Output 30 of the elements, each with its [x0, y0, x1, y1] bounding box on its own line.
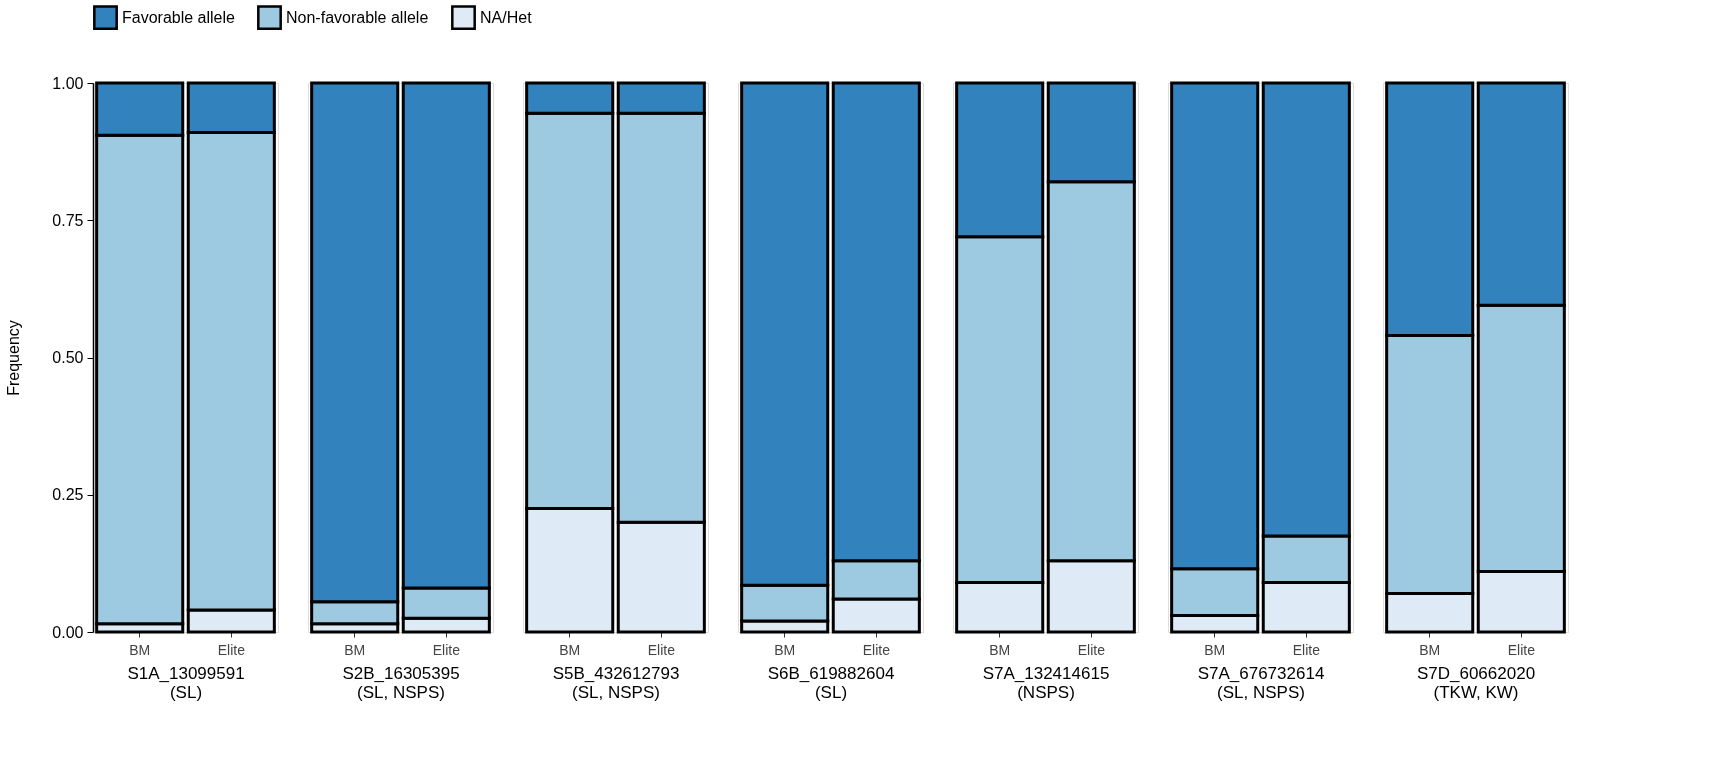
y-axis-title: Frequency [5, 320, 23, 396]
x-tick-label: BM [129, 641, 151, 658]
x-axis-title: S7D_60662020 (TKW, KW) [1416, 663, 1536, 702]
x-tick-label: Elite [1077, 641, 1106, 658]
x-axis-title: S5B_432612793 (SL, NSPS) [552, 663, 680, 702]
x-tick-label: Elite [1292, 641, 1321, 658]
x-tick-label: BM [989, 641, 1011, 658]
legend-label: Non-favorable allele [286, 8, 429, 26]
legend-label: NA/Het [480, 8, 533, 26]
x-tick-label: BM [1204, 641, 1226, 658]
x-tick-label: Elite [647, 641, 676, 658]
y-tick-label: 1.00 [52, 74, 84, 92]
x-axis-title: S2B_16305395 (SL, NSPS) [342, 663, 460, 702]
x-axis-title: S1A_13099591 (SL) [127, 663, 245, 702]
x-tick-label: Elite [1507, 641, 1536, 658]
x-axis-title: S7A_676732614 (SL, NSPS) [1197, 663, 1325, 702]
x-tick-label: Elite [217, 641, 246, 658]
y-tick-label: 0.50 [52, 349, 84, 366]
x-tick-label: BM [344, 641, 366, 658]
x-tick-label: Elite [432, 641, 461, 658]
x-tick-label: BM [559, 641, 581, 658]
x-axis-title: S7A_132414615 (NSPS) [982, 663, 1110, 702]
x-tick-label: Elite [862, 641, 891, 658]
x-tick-label: BM [774, 641, 796, 658]
y-tick-label: 0.25 [52, 486, 84, 504]
legend-label: Favorable allele [122, 8, 236, 26]
y-tick-label: 0.75 [52, 211, 84, 229]
x-axis-title: S6B_619882604 (SL) [767, 663, 895, 702]
y-tick-label: 0.00 [52, 623, 84, 641]
x-tick-label: BM [1419, 641, 1441, 658]
